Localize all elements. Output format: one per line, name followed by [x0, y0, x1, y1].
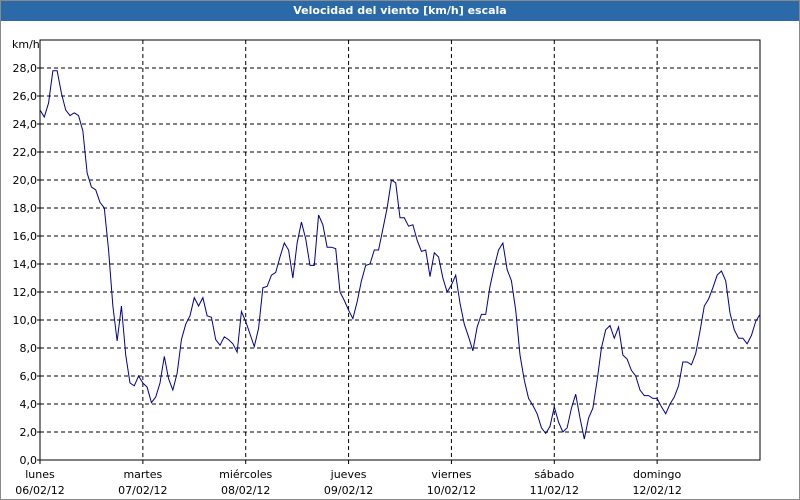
title-bar: Velocidad del viento [km/h] escala: [1, 1, 799, 21]
y-tick-label: 0,0: [20, 454, 38, 467]
x-tick-label: martes: [123, 468, 162, 481]
x-tick-label: domingo: [633, 468, 681, 481]
x-tick-label: jueves: [330, 468, 367, 481]
x-tick-label: viernes: [431, 468, 471, 481]
y-tick-label: 12,0: [13, 286, 38, 299]
data-line: [39, 70, 761, 440]
y-tick-label: 4,0: [20, 398, 38, 411]
y-tick-label: 18,0: [13, 202, 38, 215]
y-tick-label: 16,0: [13, 230, 38, 243]
y-tick-label: 24,0: [13, 118, 38, 131]
x-tick-date: 08/02/12: [221, 484, 270, 497]
x-tick-label: lunes: [25, 468, 55, 481]
y-tick-label: 20,0: [13, 174, 38, 187]
y-tick-label: 26,0: [13, 90, 38, 103]
x-tick-date: 10/02/12: [427, 484, 476, 497]
plot-area: [39, 39, 761, 461]
y-axis-label: km/h: [12, 38, 40, 51]
y-tick-label: 28,0: [13, 62, 38, 75]
y-tick-label: 14,0: [13, 258, 38, 271]
x-tick-date: 09/02/12: [324, 484, 373, 497]
y-tick-label: 8,0: [20, 342, 38, 355]
x-tick-date: 06/02/12: [15, 484, 64, 497]
x-tick-label: sábado: [534, 468, 574, 481]
y-tick-label: 10,0: [13, 314, 38, 327]
x-tick-label: miércoles: [219, 468, 272, 481]
y-tick-label: 22,0: [13, 146, 38, 159]
x-tick-date: 11/02/12: [530, 484, 579, 497]
x-tick-date: 07/02/12: [118, 484, 167, 497]
y-tick-label: 6,0: [20, 370, 38, 383]
y-tick-label: 2,0: [20, 426, 38, 439]
x-tick-date: 12/02/12: [632, 484, 681, 497]
